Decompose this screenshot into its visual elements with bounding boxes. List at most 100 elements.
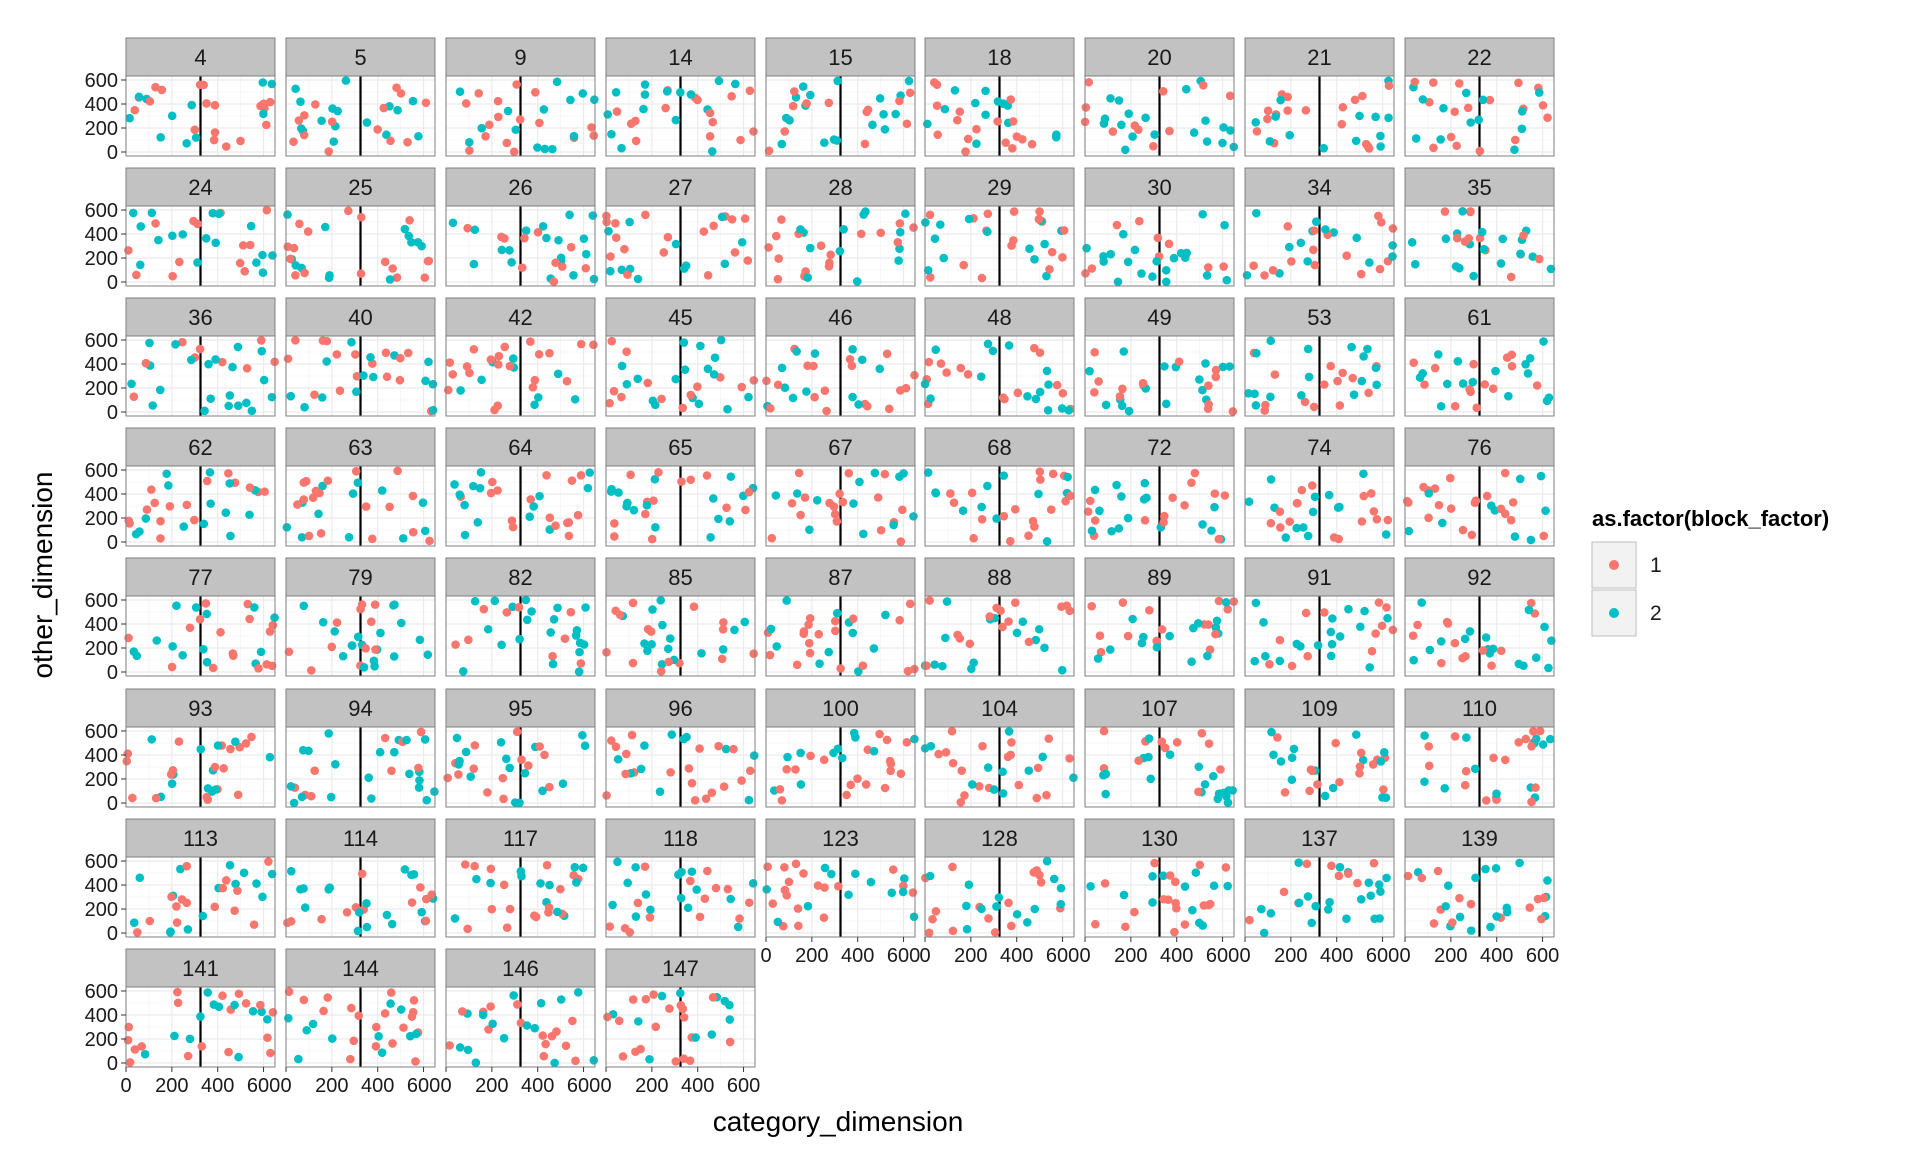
facet-panel: 91 — [1244, 557, 1398, 677]
data-point-group-2 — [573, 987, 583, 997]
data-point-group-1 — [233, 886, 242, 896]
data-point-group-2 — [155, 385, 165, 395]
data-point-group-2 — [835, 246, 845, 256]
data-point-group-2 — [923, 265, 933, 275]
data-point-group-2 — [300, 903, 310, 912]
data-point-group-2 — [387, 919, 397, 929]
data-point-group-1 — [526, 337, 535, 346]
data-point-group-2 — [802, 387, 811, 396]
data-point-group-2 — [1087, 526, 1097, 536]
data-point-group-1 — [1470, 498, 1480, 507]
data-point-group-2 — [298, 745, 308, 755]
panel-border — [765, 465, 916, 547]
data-point-group-1 — [946, 489, 955, 498]
data-point-group-2 — [154, 235, 163, 245]
data-point-group-2 — [548, 659, 558, 669]
data-point-group-2 — [176, 864, 185, 874]
data-point-group-1 — [576, 470, 586, 480]
data-point-group-2 — [740, 617, 750, 627]
data-point-group-1 — [1044, 734, 1054, 743]
data-point-group-2 — [1294, 858, 1304, 867]
data-point-group-1 — [137, 1042, 146, 1051]
data-point-group-1 — [195, 80, 205, 90]
data-point-group-1 — [1108, 127, 1118, 136]
data-point-group-1 — [689, 602, 699, 611]
data-point-group-2 — [478, 1010, 488, 1020]
data-point-group-1 — [183, 1051, 193, 1061]
panel-border — [765, 595, 916, 677]
data-point-group-2 — [901, 209, 910, 219]
data-point-group-1 — [388, 264, 397, 273]
data-point-group-2 — [749, 751, 759, 760]
panel-border — [924, 595, 1075, 677]
data-point-group-1 — [1403, 871, 1413, 881]
data-point-group-1 — [969, 533, 978, 543]
data-point-group-1 — [1203, 263, 1213, 272]
data-point-group-2 — [1436, 637, 1446, 646]
data-point-group-2 — [1181, 84, 1191, 94]
data-point-group-1 — [1535, 726, 1545, 736]
data-point-group-2 — [354, 908, 364, 917]
data-point-group-2 — [968, 780, 977, 789]
data-point-group-2 — [314, 509, 323, 519]
data-point-group-2 — [470, 225, 480, 235]
data-point-group-1 — [1197, 728, 1207, 738]
data-point-group-2 — [530, 1023, 539, 1033]
data-point-group-1 — [507, 516, 517, 526]
y-tick-label: 600 — [85, 590, 118, 612]
data-point-group-1 — [1492, 795, 1501, 805]
data-point-group-1 — [240, 267, 250, 276]
data-point-group-2 — [1250, 389, 1259, 399]
data-point-group-1 — [1283, 92, 1292, 102]
data-point-group-1 — [684, 764, 694, 773]
data-point-group-1 — [788, 101, 798, 111]
data-point-group-1 — [647, 534, 657, 544]
data-point-group-2 — [788, 393, 798, 403]
data-point-group-2 — [1420, 731, 1429, 740]
data-point-group-1 — [414, 763, 423, 773]
data-point-group-2 — [1383, 613, 1392, 623]
data-point-group-1 — [1460, 237, 1470, 246]
data-point-group-2 — [832, 608, 842, 618]
data-point-group-2 — [881, 610, 890, 620]
data-point-group-1 — [1085, 496, 1095, 506]
data-point-group-1 — [1249, 261, 1258, 270]
data-point-group-2 — [796, 225, 805, 234]
facet-strip — [924, 557, 1075, 597]
data-point-group-2 — [400, 224, 410, 234]
data-point-group-1 — [342, 908, 352, 917]
data-point-group-1 — [289, 137, 298, 147]
panel-border — [605, 856, 756, 938]
data-point-group-2 — [1517, 107, 1527, 116]
data-point-group-1 — [462, 362, 472, 371]
data-point-group-1 — [407, 1012, 417, 1021]
data-point-group-2 — [1195, 375, 1204, 384]
facet-strip-label: 93 — [188, 696, 212, 721]
data-point-group-1 — [605, 922, 615, 931]
facet-panel: 68 — [923, 427, 1075, 547]
data-point-group-2 — [376, 628, 385, 638]
data-point-group-2 — [578, 863, 588, 873]
data-point-group-1 — [487, 904, 497, 914]
data-point-group-1 — [1446, 504, 1456, 513]
facet-panel: 94 — [285, 688, 439, 808]
data-point-group-2 — [516, 867, 526, 876]
data-point-group-1 — [744, 487, 754, 497]
data-point-group-2 — [1266, 909, 1276, 918]
data-point-group-1 — [299, 995, 309, 1005]
panel-border — [1084, 465, 1235, 547]
data-point-group-2 — [696, 341, 705, 351]
panel-border — [1084, 856, 1235, 938]
data-point-group-2 — [1090, 485, 1100, 495]
data-point-group-2 — [909, 512, 918, 521]
data-point-group-2 — [417, 907, 426, 917]
facet-strip-label: 104 — [981, 696, 1018, 721]
facet-panel: 22 — [1404, 37, 1555, 157]
data-point-group-2 — [1023, 918, 1032, 927]
data-point-group-2 — [353, 478, 363, 487]
data-point-group-1 — [1048, 469, 1058, 479]
data-point-group-2 — [141, 514, 151, 523]
data-point-group-1 — [1013, 388, 1023, 398]
data-point-group-1 — [1527, 742, 1536, 751]
data-point-group-2 — [1194, 762, 1204, 772]
